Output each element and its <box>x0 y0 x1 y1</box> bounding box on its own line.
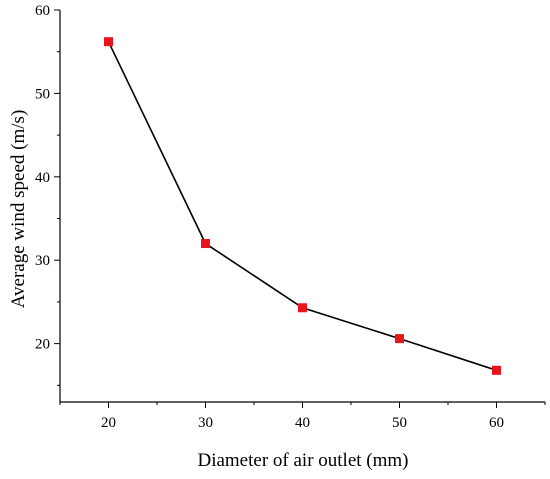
x-tick-label: 30 <box>198 415 213 431</box>
y-tick-label: 30 <box>35 253 50 269</box>
x-tick-label: 40 <box>295 415 310 431</box>
x-tick-label: 60 <box>489 415 504 431</box>
y-tick-label: 40 <box>35 170 50 186</box>
data-point-marker <box>492 365 501 375</box>
x-axis-title: Diameter of air outlet (mm) <box>197 450 408 471</box>
axes <box>59 10 545 403</box>
series-line <box>107 41 497 372</box>
y-axis-title: Average wind speed (m/s) <box>8 110 29 309</box>
data-point-marker <box>104 37 113 47</box>
series <box>104 37 501 375</box>
tick-labels: 20 30 40 50 60 20 30 40 50 60 <box>35 3 504 431</box>
data-point-marker <box>298 303 307 313</box>
y-tick-label: 50 <box>35 86 50 102</box>
y-tick-label: 60 <box>35 3 50 19</box>
ticks <box>54 9 546 408</box>
x-tick-label: 50 <box>392 415 407 431</box>
y-tick-label: 20 <box>35 337 50 353</box>
data-point-marker <box>201 239 210 249</box>
x-tick-label: 20 <box>101 415 116 431</box>
data-point-marker <box>395 334 404 344</box>
